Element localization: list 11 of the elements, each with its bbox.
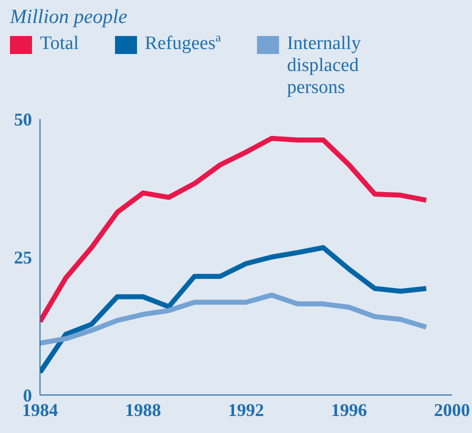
y-tick-label: 0 <box>23 385 32 406</box>
y-tick-label: 50 <box>14 109 32 130</box>
legend-label: Total <box>40 33 79 55</box>
x-tick-label: 1992 <box>228 400 264 420</box>
legend-label: Internally displaced persons <box>286 33 362 99</box>
x-tick-label: 1996 <box>331 400 367 420</box>
chart-title: Million people <box>8 5 128 29</box>
x-tick-label: 1988 <box>125 400 161 420</box>
y-tick-label: 25 <box>14 247 32 268</box>
x-tick-label: 2000 <box>434 400 470 420</box>
legend-label: Refugees$^{a}$ <box>144 30 221 55</box>
